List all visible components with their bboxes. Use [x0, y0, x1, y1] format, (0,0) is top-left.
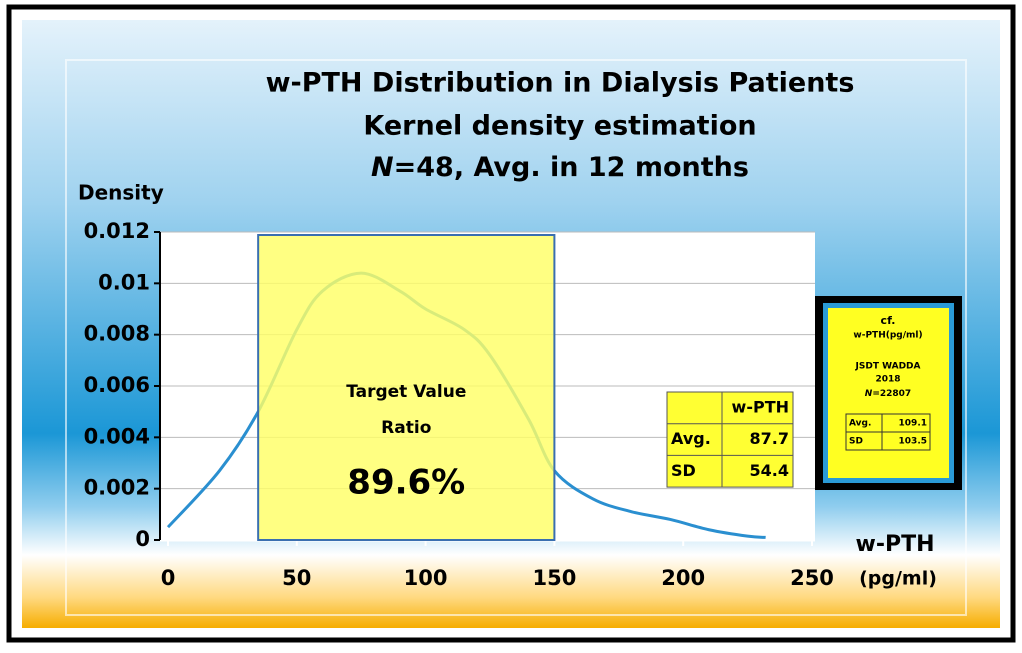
stats-bg: [666, 391, 794, 488]
ref-line: 2018: [875, 375, 900, 385]
chart-title: w-PTH Distribution in Dialysis Patients: [266, 68, 855, 99]
y-tick-label: 0.012: [84, 219, 150, 243]
y-tick-label: 0.006: [84, 373, 150, 397]
ref-value: 103.5: [899, 437, 927, 447]
annotation: Ratio: [381, 418, 431, 438]
ref-label: Avg.: [849, 419, 871, 429]
ref-n: N=22807: [865, 389, 911, 399]
y-axis-label: Density: [78, 181, 164, 205]
stats-value: 54.4: [750, 461, 789, 480]
stats-table: w-PTH Avg. 87.7 SD 54.4: [666, 391, 794, 488]
subtitle-text: =48, Avg. in 12 months: [394, 152, 749, 183]
y-tick-label: 0.004: [84, 424, 150, 448]
ref-label: SD: [849, 437, 863, 447]
annotation-value: 89.6%: [347, 463, 465, 503]
x-tick-label: 50: [282, 566, 311, 590]
chart-subtitle: N=48, Avg. in 12 months: [371, 152, 749, 183]
ref-n-text: =22807: [872, 389, 911, 399]
x-axis-label: w-PTH: [856, 532, 935, 557]
stats-label: SD: [671, 461, 696, 480]
target-box: [257, 234, 556, 541]
y-tick-label: 0.008: [84, 322, 150, 346]
x-axis-unit: (pg/ml): [859, 568, 937, 590]
x-tick-label: 100: [404, 566, 448, 590]
ref-line: cf.: [881, 314, 896, 327]
ref-value: 109.1: [899, 419, 927, 429]
x-tick-label: 0: [161, 566, 176, 590]
y-tick-label: 0.01: [98, 270, 150, 294]
annotation: Target Value: [346, 382, 466, 402]
chart-title: Kernel density estimation: [363, 111, 756, 142]
x-tick-label: 150: [532, 566, 576, 590]
ref-n-italic: N: [865, 389, 873, 399]
x-tick-label: 200: [661, 566, 705, 590]
subtitle-n: N: [371, 152, 394, 183]
panel: [65, 59, 967, 616]
y-tick-label: 0: [135, 527, 150, 551]
reference-box: cf.w-PTH(pg/ml)JSDT WADDA2018N=22807Avg.…: [815, 296, 962, 490]
stats-value: 87.7: [750, 429, 789, 448]
x-tick-label: 250: [790, 566, 834, 590]
ref-line: w-PTH(pg/ml): [853, 331, 922, 341]
stats-header: w-PTH: [732, 397, 789, 416]
stats-label: Avg.: [671, 429, 711, 448]
ref-line: JSDT WADDA: [855, 362, 921, 372]
y-tick-label: 0.002: [84, 476, 150, 500]
